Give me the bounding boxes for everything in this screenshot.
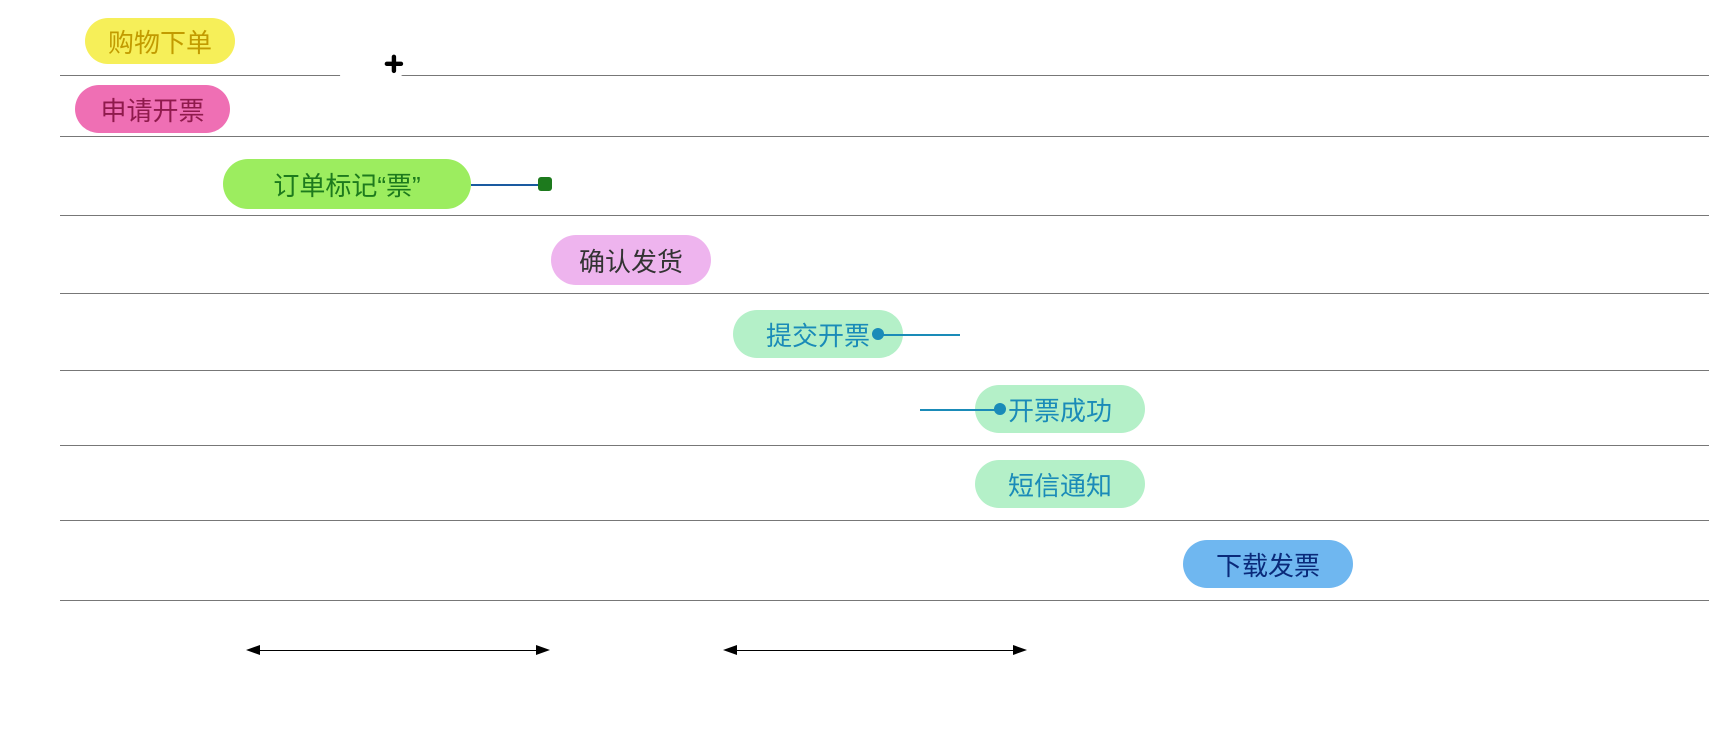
- step-label: 提交开票: [766, 316, 870, 353]
- arrow-left-icon: [723, 645, 737, 655]
- step-sms: 短信通知: [975, 460, 1145, 508]
- step-label: 下载发票: [1216, 546, 1320, 583]
- arrow-right-icon: [1013, 645, 1027, 655]
- connector-dot: [872, 328, 884, 340]
- step-label: 订单标记“票”: [273, 166, 420, 203]
- step-order: 购物下单: [85, 18, 235, 64]
- step-download: 下载发票: [1183, 540, 1353, 588]
- connector: [471, 184, 540, 186]
- gridline: [60, 600, 1709, 601]
- step-label: 短信通知: [1008, 466, 1112, 503]
- connector-dot: [538, 177, 552, 191]
- gridline: [60, 520, 1709, 521]
- connector-dot: [994, 403, 1006, 415]
- span-arrow: [735, 650, 1015, 651]
- arrow-left-icon: [246, 645, 260, 655]
- gridline: [60, 75, 1709, 76]
- connector: [920, 409, 1000, 411]
- gridline: [60, 293, 1709, 294]
- connector: [880, 334, 960, 336]
- gridline: [60, 136, 1709, 137]
- gridline: [60, 215, 1709, 216]
- step-label: 申请开票: [100, 91, 204, 128]
- step-label: 开票成功: [1008, 391, 1112, 428]
- gridline: [60, 445, 1709, 446]
- step-label: 购物下单: [108, 23, 212, 60]
- step-label: 确认发货: [579, 242, 683, 279]
- gridline: [60, 370, 1709, 371]
- span-arrow: [258, 650, 538, 651]
- step-apply: 申请开票: [75, 85, 230, 133]
- step-confirm: 确认发货: [551, 235, 711, 285]
- step-mark: 订单标记“票”: [223, 159, 471, 209]
- arrow-right-icon: [536, 645, 550, 655]
- cart-plus-icon: [320, 48, 408, 136]
